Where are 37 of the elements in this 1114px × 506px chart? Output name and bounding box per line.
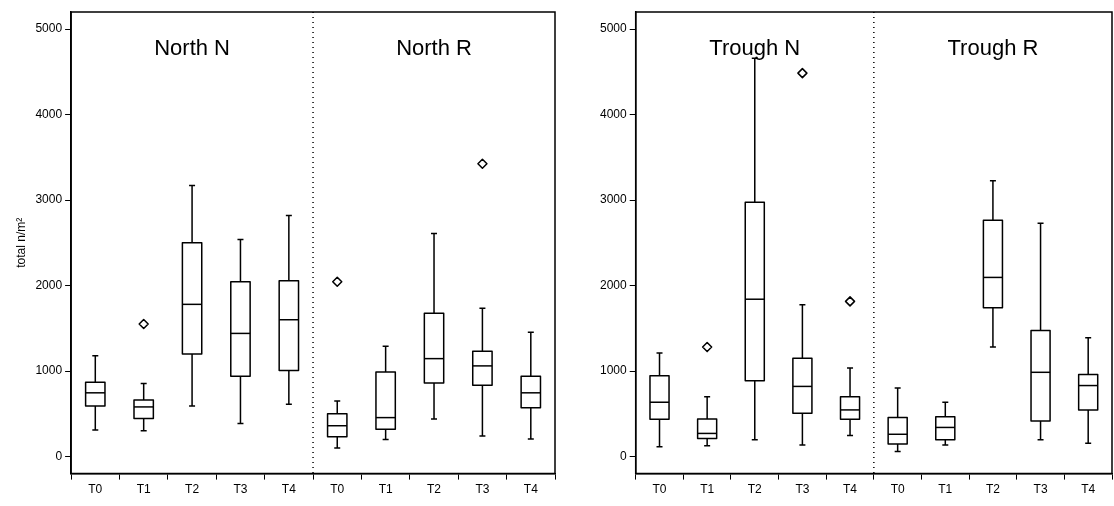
y-tick-label: 4000 [599, 106, 628, 121]
y-tick-label: 1000 [599, 363, 628, 378]
x-tick-label: T2 [985, 482, 1001, 497]
x-tick-label: T0 [88, 482, 103, 497]
y-tick-label: 3000 [599, 192, 628, 207]
y-tick-label: 5000 [35, 21, 63, 36]
x-tick-label: T4 [523, 482, 539, 497]
x-tick-label: T2 [747, 482, 763, 497]
x-tick-label: T4 [281, 482, 297, 497]
x-tick-label: T3 [1033, 482, 1048, 497]
x-tick-label: T2 [427, 482, 442, 497]
y-tick-label: 2000 [35, 277, 63, 292]
annotation: Trough R [947, 35, 1039, 61]
x-tick-label: T4 [1081, 482, 1096, 497]
y-tick-label: 0 [55, 448, 63, 463]
x-tick-label: T1 [938, 482, 953, 497]
x-tick-label: T1 [136, 482, 151, 497]
y-tick-label: 0 [620, 448, 628, 463]
x-tick-label: T1 [378, 482, 393, 497]
x-tick-label: T1 [700, 482, 715, 497]
x-tick-label: T4 [843, 482, 858, 497]
x-tick-label: T0 [330, 482, 345, 497]
y-tick-label: 2000 [599, 277, 628, 292]
x-tick-label: T3 [795, 482, 810, 497]
annotation: North N [154, 35, 230, 61]
y-tick-label: 4000 [35, 106, 63, 121]
x-tick-label: T0 [652, 482, 667, 497]
annotation: Trough N [709, 35, 801, 61]
y-tick-label: 5000 [599, 21, 628, 36]
annotation: North R [396, 35, 472, 61]
x-tick-label: T3 [233, 482, 248, 497]
y-axis-title: total n/m² [13, 217, 28, 268]
y-tick-label: 3000 [35, 192, 63, 207]
x-tick-label: T2 [185, 482, 200, 497]
y-tick-label: 1000 [35, 363, 63, 378]
x-tick-label: T3 [475, 482, 490, 497]
x-tick-label: T0 [890, 482, 905, 497]
